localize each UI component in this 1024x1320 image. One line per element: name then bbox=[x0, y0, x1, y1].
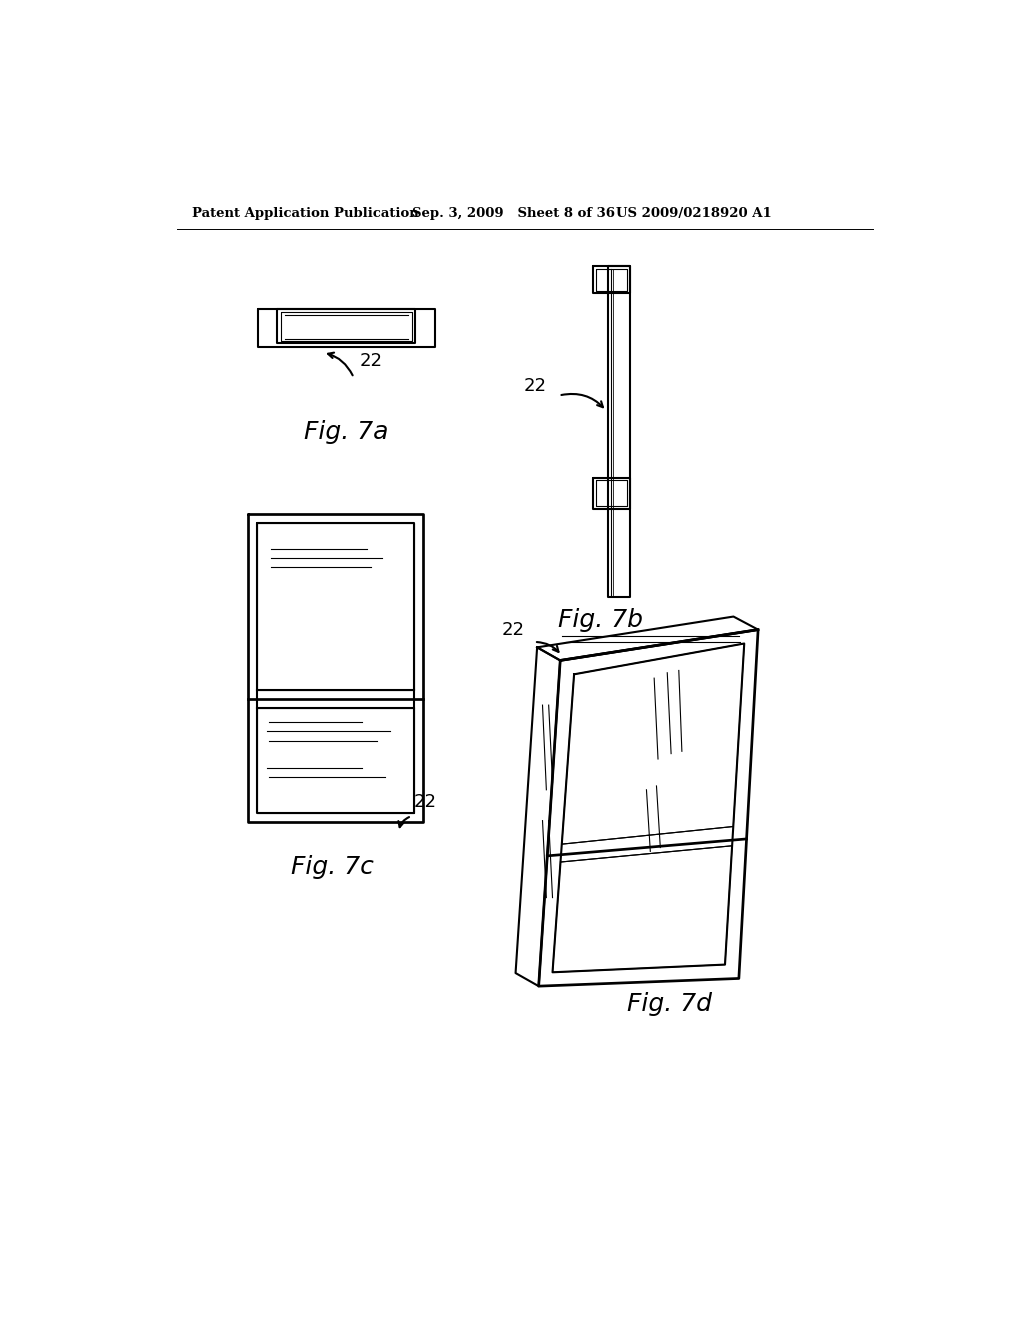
Text: 22: 22 bbox=[359, 352, 382, 370]
Text: 22: 22 bbox=[523, 376, 546, 395]
Text: Fig. 7c: Fig. 7c bbox=[291, 855, 374, 879]
Text: Fig. 7a: Fig. 7a bbox=[304, 420, 388, 444]
Text: 22: 22 bbox=[502, 622, 524, 639]
Text: Patent Application Publication: Patent Application Publication bbox=[193, 207, 419, 220]
Text: 22: 22 bbox=[414, 793, 437, 812]
Text: Fig. 7b: Fig. 7b bbox=[558, 609, 643, 632]
Text: Fig. 7d: Fig. 7d bbox=[627, 991, 712, 1016]
Text: Sep. 3, 2009   Sheet 8 of 36: Sep. 3, 2009 Sheet 8 of 36 bbox=[412, 207, 614, 220]
Text: US 2009/0218920 A1: US 2009/0218920 A1 bbox=[615, 207, 771, 220]
